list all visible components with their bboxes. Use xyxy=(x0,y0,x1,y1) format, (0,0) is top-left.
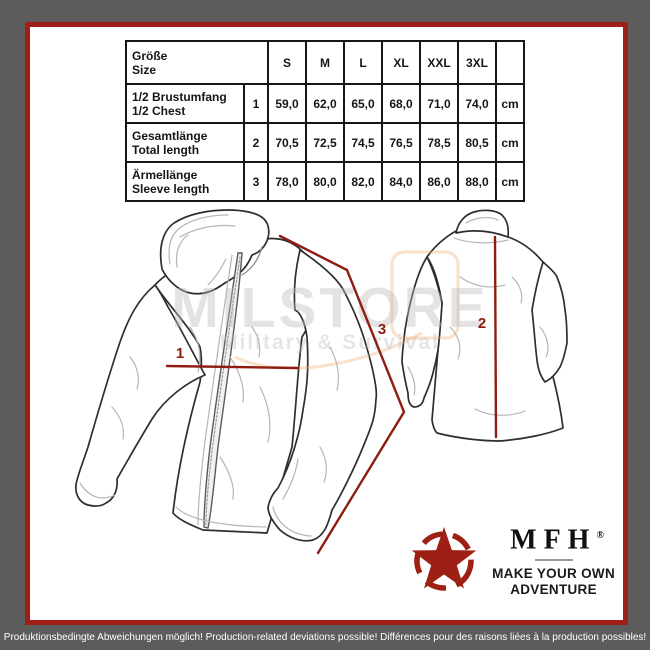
header-label-cell: Größe Size xyxy=(125,40,269,85)
cell-unit: cm xyxy=(495,122,525,163)
measure-label-total-length: 2 xyxy=(478,315,486,332)
cell-value: 68,0 xyxy=(381,83,421,124)
measure-line-sleeve xyxy=(278,234,406,555)
row-label-de: 1/2 Brustumfang xyxy=(132,89,227,104)
size-table: Größe Size S M L XL XXL 3XL 1/2 Brustumf… xyxy=(125,40,525,202)
row-label-en: Sleeve length xyxy=(132,181,210,196)
row-label-cell: Ärmellänge Sleeve length xyxy=(125,161,245,202)
brand-name: MFH® xyxy=(510,522,604,554)
cell-value: 74,5 xyxy=(343,122,383,163)
row-label-en: 1/2 Chest xyxy=(132,103,186,118)
watermark-text-primary: MILSTORE xyxy=(171,276,488,340)
size-col-l: L xyxy=(343,40,383,85)
measure-line-chest xyxy=(165,364,300,370)
mfh-star-icon xyxy=(411,527,477,591)
cell-value: 80,5 xyxy=(457,122,497,163)
framed-content-area: Größe Size S M L XL XXL 3XL 1/2 Brustumf… xyxy=(25,22,628,625)
cell-value: 59,0 xyxy=(267,83,307,124)
cell-value: 70,5 xyxy=(267,122,307,163)
measure-label-sleeve: 3 xyxy=(378,321,386,338)
cell-value: 78,5 xyxy=(419,122,459,163)
cell-value: 84,0 xyxy=(381,161,421,202)
row-num: 3 xyxy=(243,161,269,202)
unit-header-cell xyxy=(495,40,525,85)
jacket-measurement-diagram: MILSTORE Military & Survival 1 3 2 xyxy=(75,209,568,555)
table-row-sleeve-length: Ärmellänge Sleeve length 3 78,0 80,0 82,… xyxy=(125,161,525,202)
cell-value: 88,0 xyxy=(457,161,497,202)
measure-label-chest: 1 xyxy=(176,345,184,362)
row-num: 2 xyxy=(243,122,269,163)
table-row-chest: 1/2 Brustumfang 1/2 Chest 1 59,0 62,0 65… xyxy=(125,83,525,124)
cell-value: 78,0 xyxy=(267,161,307,202)
cell-value: 76,5 xyxy=(381,122,421,163)
brand-logo: MFH® MAKE YOUR OWN ADVENTURE xyxy=(405,521,615,599)
row-num: 1 xyxy=(243,83,269,124)
size-col-3xl: 3XL xyxy=(457,40,497,85)
cell-unit: cm xyxy=(495,161,525,202)
cell-unit: cm xyxy=(495,83,525,124)
cell-value: 72,5 xyxy=(305,122,345,163)
cell-value: 74,0 xyxy=(457,83,497,124)
size-col-m: M xyxy=(305,40,345,85)
table-header-row: Größe Size S M L XL XXL 3XL xyxy=(125,40,525,85)
header-label-de: Größe xyxy=(132,48,168,63)
cell-value: 80,0 xyxy=(305,161,345,202)
brand-tagline-line1: MAKE YOUR OWN xyxy=(492,565,615,581)
jacket-front-drawing xyxy=(75,209,378,542)
size-col-s: S xyxy=(267,40,307,85)
table-row-total-length: Gesamtlänge Total length 2 70,5 72,5 74,… xyxy=(125,122,525,163)
row-label-de: Ärmellänge xyxy=(132,167,198,182)
row-label-cell: 1/2 Brustumfang 1/2 Chest xyxy=(125,83,245,124)
row-label-de: Gesamtlänge xyxy=(132,128,208,143)
logo-divider xyxy=(534,558,573,561)
disclaimer-text: Produktionsbedingte Abweichungen möglich… xyxy=(3,632,647,643)
cell-value: 65,0 xyxy=(343,83,383,124)
registered-mark: ® xyxy=(596,530,604,542)
cell-value: 62,0 xyxy=(305,83,345,124)
brand-tagline-line2: ADVENTURE xyxy=(510,581,597,597)
row-label-cell: Gesamtlänge Total length xyxy=(125,122,245,163)
brand-name-label: MFH xyxy=(510,524,597,556)
brand-logo-text: MFH® MAKE YOUR OWN ADVENTURE xyxy=(492,522,615,597)
watermark-orange-shape xyxy=(390,250,460,340)
row-label-en: Total length xyxy=(132,142,200,157)
watermark-text-secondary: Military & Survival xyxy=(220,331,440,354)
disclaimer-bar: Produktionsbedingte Abweichungen möglich… xyxy=(0,625,650,650)
cell-value: 82,0 xyxy=(343,161,383,202)
size-col-xl: XL xyxy=(381,40,421,85)
cell-value: 71,0 xyxy=(419,83,459,124)
size-col-xxl: XXL xyxy=(419,40,459,85)
cell-value: 86,0 xyxy=(419,161,459,202)
header-label-en: Size xyxy=(132,62,157,77)
watermark-orange-swoosh xyxy=(234,331,423,370)
measure-line-total-length xyxy=(493,235,498,439)
